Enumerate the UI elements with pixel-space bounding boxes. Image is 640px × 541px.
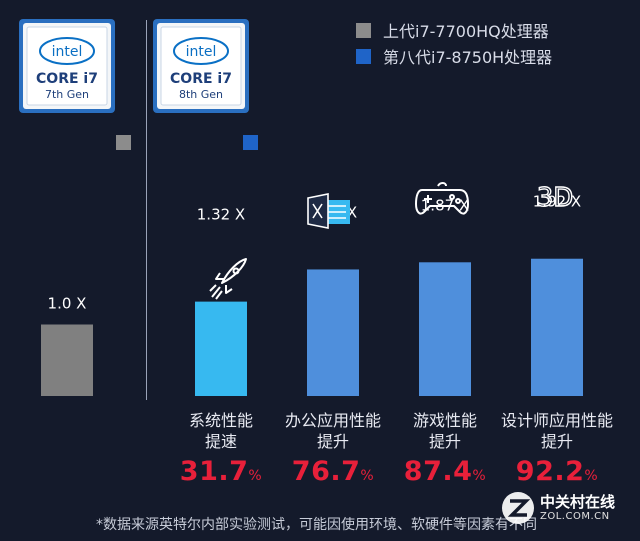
category-label-line: 提升 — [428, 432, 461, 451]
percent-value-0: 31.7% — [156, 456, 286, 487]
percent-number: 31.7 — [179, 456, 249, 487]
office-document-icon — [307, 193, 350, 229]
percent-number: 92.2 — [515, 456, 585, 487]
legend-label: 第八代i7-8750H处理器 — [383, 48, 553, 67]
percent-value-3: 92.2% — [492, 456, 622, 487]
intel-core-i7-7th-gen-badge: intel CORE i7 7th Gen — [19, 19, 115, 113]
bar-2 — [419, 262, 471, 396]
gen8-color-marker — [243, 135, 258, 150]
category-label-line: 办公应用性能 — [284, 411, 381, 430]
percent-unit: % — [472, 468, 487, 484]
category-label-0: 系统性能 提速 — [156, 410, 286, 452]
legend-swatch — [356, 48, 371, 64]
zol-logo-icon — [502, 492, 534, 524]
percent-unit: % — [584, 468, 599, 484]
badge-line2: 8th Gen — [179, 88, 223, 101]
rocket-icon — [209, 258, 247, 300]
category-label-line: 提升 — [540, 432, 573, 451]
percent-unit: % — [360, 468, 375, 484]
legend-item-7th-gen: 上代i7-7700HQ处理器 — [356, 18, 549, 42]
badge-line1: CORE i7 — [170, 71, 232, 87]
divider-line — [146, 20, 147, 400]
3d-icon: 3D — [536, 182, 574, 213]
legend-item-8th-gen: 第八代i7-8750H处理器 — [356, 44, 552, 68]
badge-brand: intel — [186, 44, 217, 60]
intel-core-i7-8th-gen-badge: intel CORE i7 8th Gen — [153, 19, 249, 113]
category-label-line: 提速 — [204, 432, 237, 451]
badge-line2: 7th Gen — [45, 88, 89, 101]
svg-text:3D: 3D — [537, 183, 574, 213]
category-label-1: 办公应用性能 提升 — [268, 410, 398, 452]
badge-brand: intel — [52, 44, 83, 60]
value-label-baseline: 1.0 X — [48, 295, 87, 313]
gamepad-icon — [415, 182, 469, 215]
category-label-line: 设计师应用性能 — [500, 411, 613, 430]
value-label-0: 1.32 X — [197, 206, 245, 224]
bar-3 — [531, 258, 583, 396]
bar-baseline — [41, 324, 93, 396]
value-label-3: 1.92 X — [533, 193, 581, 211]
footnote: *数据来源英特尔内部实验测试，可能因使用环境、软硬件等因素有不同 — [96, 517, 537, 533]
legend-label: 上代i7-7700HQ处理器 — [383, 22, 549, 41]
badge-line1: CORE i7 — [36, 71, 98, 87]
legend-swatch — [356, 22, 371, 38]
watermark-url: ZOL.COM.CN — [540, 511, 610, 522]
percent-value-2: 87.4% — [380, 456, 510, 487]
percent-number: 76.7 — [291, 456, 361, 487]
watermark-name: 中关村在线 — [540, 493, 616, 511]
category-label-line: 系统性能 — [188, 411, 253, 430]
watermark: 中关村在线 ZOL.COM.CN — [500, 490, 615, 526]
gen7-color-marker — [116, 135, 131, 150]
bar-0 — [195, 301, 247, 396]
category-label-line: 游戏性能 — [412, 411, 477, 430]
percent-value-1: 76.7% — [268, 456, 398, 487]
category-label-2: 游戏性能 提升 — [380, 410, 510, 452]
category-label-line: 提升 — [316, 432, 349, 451]
percent-unit: % — [248, 468, 263, 484]
category-label-3: 设计师应用性能 提升 — [492, 410, 622, 452]
bar-1 — [307, 269, 359, 396]
percent-number: 87.4 — [403, 456, 473, 487]
